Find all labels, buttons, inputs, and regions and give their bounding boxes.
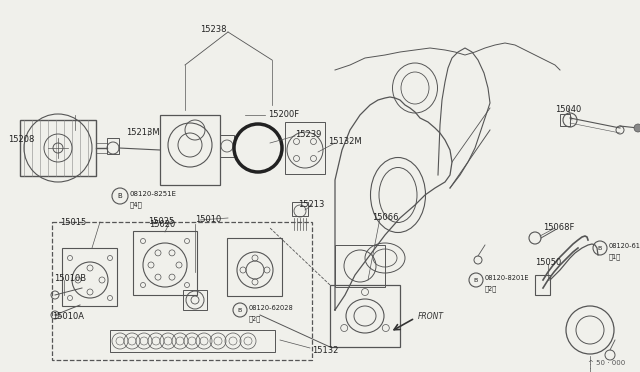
Bar bbox=[107, 138, 119, 154]
Text: 15040: 15040 bbox=[555, 105, 581, 114]
Bar bbox=[110, 330, 275, 352]
Text: 15200F: 15200F bbox=[268, 110, 299, 119]
Text: 08120-61228: 08120-61228 bbox=[609, 243, 640, 249]
Bar bbox=[133, 231, 197, 295]
Text: 15066: 15066 bbox=[372, 213, 399, 222]
Bar bbox=[335, 245, 385, 287]
Bar bbox=[292, 202, 308, 216]
Circle shape bbox=[634, 124, 640, 132]
Text: 15010B: 15010B bbox=[54, 274, 86, 283]
Text: （1）: （1） bbox=[609, 254, 621, 260]
Text: 08120-62028: 08120-62028 bbox=[249, 305, 294, 311]
Text: 08120-8251E: 08120-8251E bbox=[130, 191, 177, 197]
Bar bbox=[183, 290, 207, 310]
Bar bbox=[52, 222, 312, 360]
Text: （4）: （4） bbox=[130, 202, 143, 208]
Bar bbox=[535, 275, 550, 295]
Bar bbox=[227, 238, 282, 296]
Text: B: B bbox=[474, 278, 478, 282]
Text: B: B bbox=[118, 193, 122, 199]
Text: FRONT: FRONT bbox=[418, 312, 444, 321]
Text: 15010A: 15010A bbox=[52, 312, 84, 321]
Text: 15050: 15050 bbox=[535, 258, 561, 267]
Bar bbox=[160, 115, 220, 185]
Bar bbox=[285, 122, 325, 174]
Text: （2）: （2） bbox=[249, 316, 261, 322]
Text: B: B bbox=[598, 246, 602, 250]
Text: 15010: 15010 bbox=[195, 215, 221, 224]
Bar bbox=[330, 285, 400, 347]
Text: （2）: （2） bbox=[485, 286, 497, 292]
Text: 15239: 15239 bbox=[295, 130, 321, 139]
Text: B: B bbox=[238, 308, 242, 312]
Text: 15015: 15015 bbox=[60, 218, 86, 227]
Text: 15068F: 15068F bbox=[543, 223, 574, 232]
Text: 15020: 15020 bbox=[148, 220, 175, 229]
Bar bbox=[62, 248, 117, 306]
Bar bbox=[20, 120, 96, 176]
Text: 15213M: 15213M bbox=[126, 128, 159, 137]
Text: 15208: 15208 bbox=[8, 135, 35, 144]
Text: 15132: 15132 bbox=[312, 346, 339, 355]
Text: 15025: 15025 bbox=[148, 217, 174, 226]
Text: 15213: 15213 bbox=[298, 200, 324, 209]
Text: 08120-8201E: 08120-8201E bbox=[485, 275, 529, 281]
Text: ^ 50 · 000: ^ 50 · 000 bbox=[588, 360, 625, 366]
Bar bbox=[220, 135, 234, 157]
Text: 15238: 15238 bbox=[200, 25, 227, 34]
Text: 15132M: 15132M bbox=[328, 137, 362, 146]
Bar bbox=[560, 114, 570, 126]
